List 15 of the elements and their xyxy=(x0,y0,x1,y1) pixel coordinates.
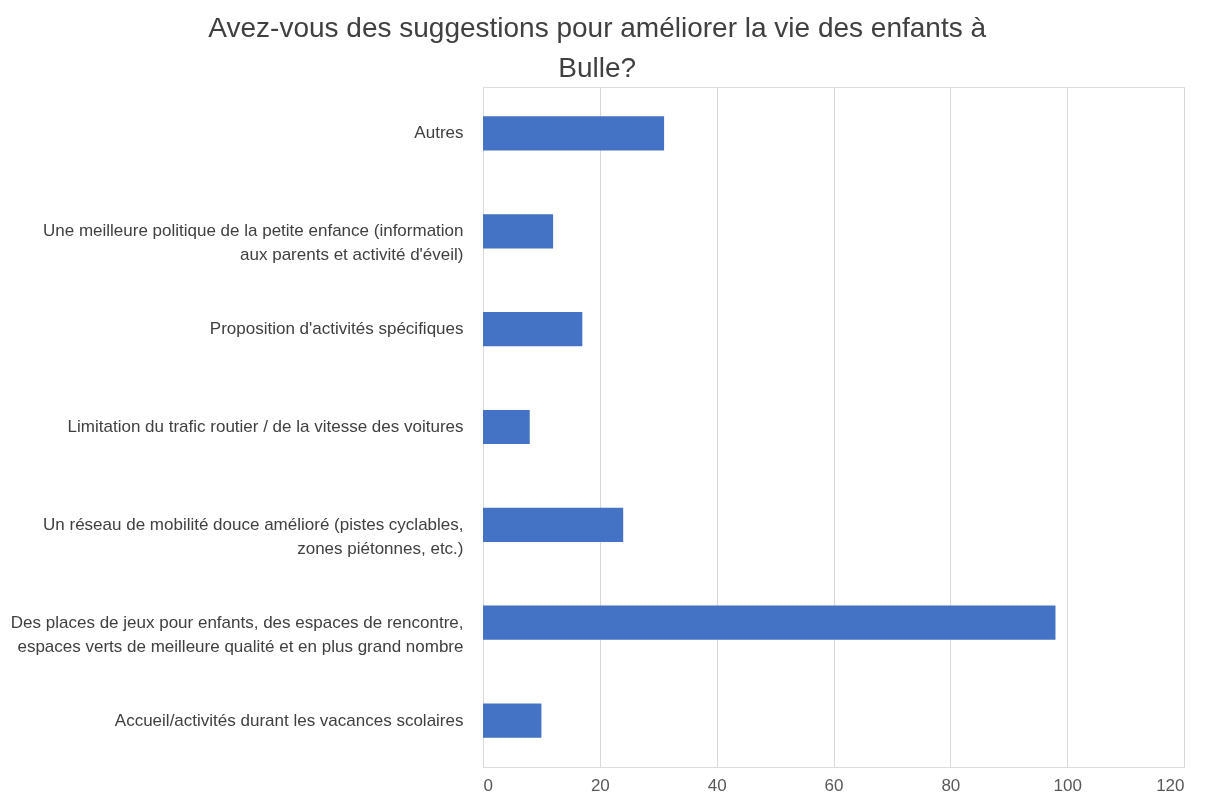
x-tick-label: 120 xyxy=(1156,775,1185,795)
chart-title: Avez-vous des suggestions pour améliorer la vie des enfants à Bulle? xyxy=(208,12,987,83)
y-tick-label: Une meilleure politique de la petite enfance (information aux parents et activité d'éveil) xyxy=(42,221,464,265)
x-tick-label: 100 xyxy=(1053,775,1082,795)
y-tick-label: Un réseau de mobilité douce amélioré (pistes cyclables, zones piétonnes, etc.) xyxy=(43,514,464,558)
y-tick-label: Proposition d'activités spécifiques xyxy=(209,319,464,339)
y-tick-label: Accueil/activités durant les vacances scolaires xyxy=(114,710,464,730)
y-tick-label: Autres xyxy=(414,123,464,143)
y-tick-label: Limitation du trafic routier / de la vitesse des voitures xyxy=(67,417,464,436)
x-tick-label: 60 xyxy=(824,775,844,795)
x-tick-label: 20 xyxy=(590,775,610,795)
x-tick-label: 0 xyxy=(483,775,493,795)
x-tick-label: 40 xyxy=(707,775,727,795)
y-tick-label: Des places de jeux pour enfants, des espaces de rencontre, espaces verts de meilleure qualité et en plus grand nombre xyxy=(10,612,464,656)
x-tick-label: 80 xyxy=(941,775,961,795)
